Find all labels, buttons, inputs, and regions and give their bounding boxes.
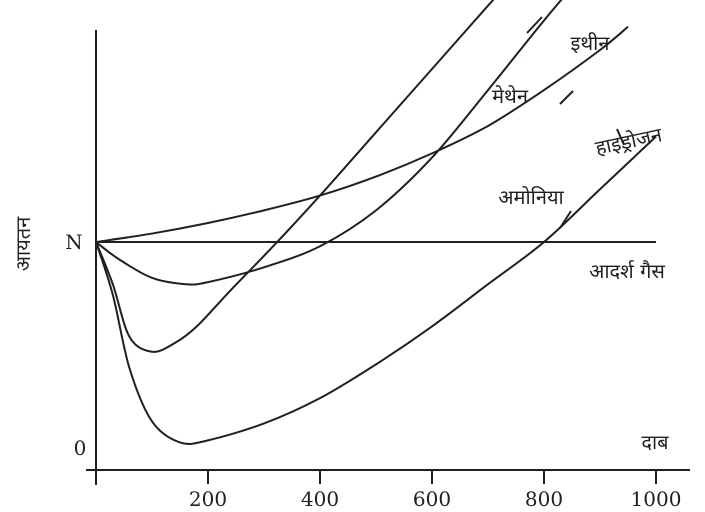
series-leader-1 [559,90,574,105]
series-line-2 [95,26,629,243]
x-tick-label-3: 800 [525,487,563,511]
series-line-3 [95,135,657,446]
series-leader-0 [526,16,543,34]
series-label-0: इथीन [571,31,611,55]
series-line-0 [95,0,495,353]
series-label-1: मेथेन [492,84,529,108]
series-label-3: अमोनिया [498,185,564,209]
y-tick-label-n: N [65,230,83,254]
series-line-1 [95,0,563,286]
y-axis-title: आयतन [11,216,35,271]
x-tick-label-0: 200 [189,487,227,511]
x-tick-label-4: 1000 [631,487,682,511]
x-tick-label-2: 600 [413,487,451,511]
series-label-2: हाइड्रोजन [593,122,665,160]
x-axis-title: दाब [641,430,669,454]
series-leader-3 [559,210,572,229]
x-ticks: 200 400 600 800 1000 [189,470,682,511]
series-label-4: आदर्श गैस [589,259,665,283]
x-tick-label-1: 400 [301,487,339,511]
y-tick-label-0: 0 [74,436,87,460]
series-labels: इथीन मेथेन हाइड्रोजन अमोनिया आदर्श गैस [492,16,665,283]
series-leader-2 [616,128,625,146]
series-group [95,0,657,446]
